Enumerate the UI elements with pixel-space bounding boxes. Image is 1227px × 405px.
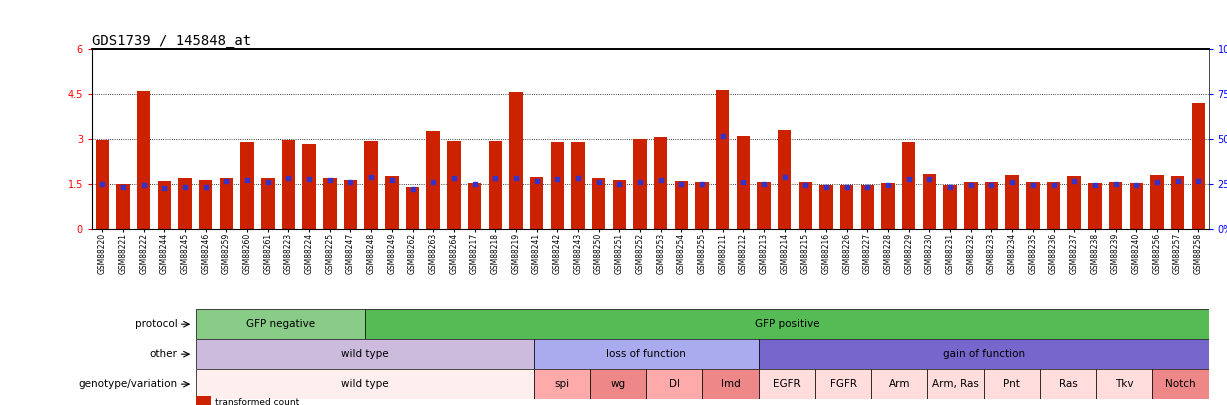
Bar xyxy=(696,182,709,229)
Text: Notch: Notch xyxy=(1166,379,1196,389)
Text: wild type: wild type xyxy=(341,349,389,359)
Bar xyxy=(1191,103,1205,229)
Text: EGFR: EGFR xyxy=(773,379,801,389)
Text: wg: wg xyxy=(611,379,626,389)
Bar xyxy=(572,142,584,229)
Bar xyxy=(534,339,758,369)
Bar xyxy=(736,136,750,229)
Text: Dl: Dl xyxy=(669,379,680,389)
Bar xyxy=(467,183,481,229)
Text: GDS1739 / 145848_at: GDS1739 / 145848_at xyxy=(92,34,252,47)
Text: loss of function: loss of function xyxy=(606,349,686,359)
Bar xyxy=(196,369,534,399)
Bar xyxy=(815,369,871,399)
Text: Pnt: Pnt xyxy=(1004,379,1020,389)
Bar xyxy=(534,369,590,399)
Bar xyxy=(758,369,815,399)
Bar xyxy=(220,178,233,229)
Bar xyxy=(717,90,729,229)
Bar xyxy=(985,182,999,229)
Bar xyxy=(778,130,791,229)
Bar xyxy=(178,178,191,229)
Bar xyxy=(323,178,336,229)
Bar xyxy=(590,369,647,399)
Text: protocol: protocol xyxy=(135,319,178,329)
Bar xyxy=(702,369,758,399)
Bar xyxy=(612,180,626,229)
Bar xyxy=(1152,369,1209,399)
Bar xyxy=(117,184,130,229)
Bar xyxy=(158,181,171,229)
Bar xyxy=(964,182,978,229)
Bar xyxy=(509,92,523,229)
Bar xyxy=(591,178,605,229)
Text: GFP negative: GFP negative xyxy=(247,319,315,329)
Bar xyxy=(1109,182,1123,229)
Bar xyxy=(344,180,357,229)
Bar xyxy=(1130,183,1142,229)
Bar xyxy=(1096,369,1152,399)
Bar xyxy=(1039,369,1096,399)
Bar xyxy=(1026,182,1039,229)
Bar xyxy=(406,188,420,229)
Bar xyxy=(137,91,151,229)
Bar xyxy=(860,185,874,229)
Bar xyxy=(871,369,928,399)
Text: spi: spi xyxy=(555,379,569,389)
Bar xyxy=(902,142,915,229)
Bar xyxy=(196,309,366,339)
Bar xyxy=(488,141,502,229)
Bar xyxy=(96,140,109,229)
Bar xyxy=(1088,183,1102,229)
Text: Ras: Ras xyxy=(1059,379,1077,389)
Bar xyxy=(1150,175,1163,229)
Bar xyxy=(923,174,936,229)
Bar xyxy=(654,137,667,229)
Bar xyxy=(1047,182,1060,229)
Bar xyxy=(757,182,771,229)
Bar xyxy=(984,369,1039,399)
Bar xyxy=(944,185,957,229)
Text: Imd: Imd xyxy=(720,379,740,389)
Text: Arm: Arm xyxy=(888,379,910,389)
Bar xyxy=(530,177,544,229)
Bar xyxy=(282,140,296,229)
Bar xyxy=(799,182,812,229)
Bar xyxy=(758,339,1209,369)
Bar xyxy=(385,176,399,229)
Bar xyxy=(928,369,984,399)
Text: Tkv: Tkv xyxy=(1115,379,1134,389)
Bar xyxy=(302,144,315,229)
Text: wild type: wild type xyxy=(341,379,389,389)
Bar xyxy=(447,141,460,229)
Bar xyxy=(199,180,212,229)
Bar xyxy=(261,178,275,229)
Bar xyxy=(820,185,833,229)
Bar xyxy=(1067,176,1081,229)
Bar xyxy=(647,369,702,399)
Bar xyxy=(427,131,440,229)
Text: genotype/variation: genotype/variation xyxy=(79,379,178,389)
Bar xyxy=(551,142,564,229)
Bar xyxy=(675,181,688,229)
Bar xyxy=(1005,175,1018,229)
Bar xyxy=(840,185,854,229)
Bar xyxy=(240,142,254,229)
Bar xyxy=(366,309,1209,339)
Bar xyxy=(196,339,534,369)
Text: gain of function: gain of function xyxy=(942,349,1025,359)
Bar xyxy=(364,141,378,229)
Bar xyxy=(881,183,894,229)
Bar xyxy=(633,139,647,229)
Text: other: other xyxy=(150,349,178,359)
Text: GFP positive: GFP positive xyxy=(755,319,820,329)
Text: FGFR: FGFR xyxy=(829,379,856,389)
Text: transformed count: transformed count xyxy=(215,399,299,405)
Bar xyxy=(1171,176,1184,229)
Text: Arm, Ras: Arm, Ras xyxy=(933,379,979,389)
